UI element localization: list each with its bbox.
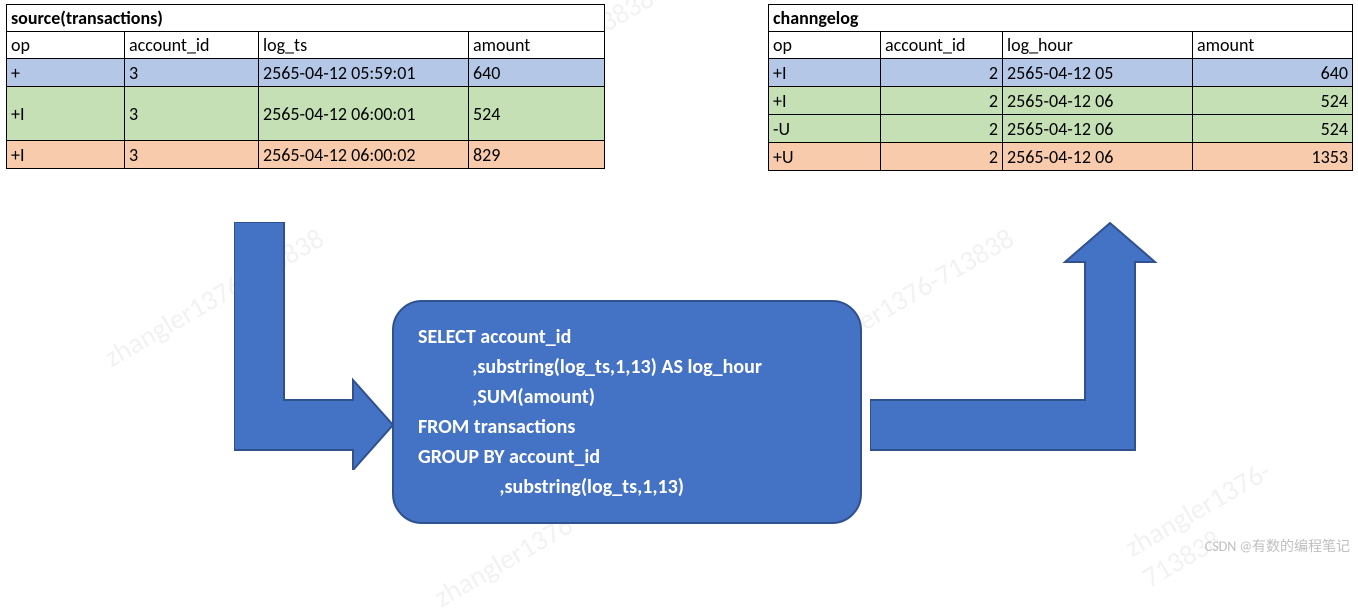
- column-header: log_ts: [259, 32, 469, 59]
- column-header: op: [769, 32, 881, 59]
- table-cell: +U: [769, 143, 881, 171]
- column-header: account_id: [881, 32, 1003, 59]
- flow-arrow-left: [234, 222, 394, 470]
- table-cell: 2565-04-12 06:00:02: [259, 141, 469, 169]
- column-header: amount: [469, 32, 605, 59]
- table-cell: +I: [7, 87, 125, 141]
- table-cell: 2: [881, 59, 1003, 87]
- column-header: account_id: [125, 32, 259, 59]
- table-cell: 2: [881, 115, 1003, 143]
- table-cell: +I: [769, 59, 881, 87]
- table-cell: -U: [769, 115, 881, 143]
- table-cell: 2565-04-12 05: [1003, 59, 1193, 87]
- table-cell: 524: [469, 87, 605, 141]
- table-cell: 3: [125, 59, 259, 87]
- table-cell: 524: [1193, 115, 1353, 143]
- table-row: +I32565-04-12 06:00:01524: [7, 87, 605, 141]
- table-cell: 524: [1193, 87, 1353, 115]
- column-header: log_hour: [1003, 32, 1193, 59]
- changelog-table: channgelogopaccount_idlog_houramount+I22…: [768, 4, 1353, 171]
- table-row: +I22565-04-12 06524: [769, 87, 1353, 115]
- table-cell: +: [7, 59, 125, 87]
- table-cell: +I: [769, 87, 881, 115]
- credit-text: CSDN @有数的编程笔记: [1205, 536, 1350, 556]
- table-row: +I32565-04-12 06:00:02829: [7, 141, 605, 169]
- table-cell: 2: [881, 87, 1003, 115]
- table-cell: +I: [7, 141, 125, 169]
- table-row: +32565-04-12 05:59:01640: [7, 59, 605, 87]
- table-title: channgelog: [769, 5, 1353, 32]
- table-cell: 640: [469, 59, 605, 87]
- table-cell: 3: [125, 87, 259, 141]
- table-cell: 2565-04-12 06:00:01: [259, 87, 469, 141]
- source-table: source(transactions)opaccount_idlog_tsam…: [6, 4, 605, 169]
- table-cell: 2565-04-12 06: [1003, 143, 1193, 171]
- table-cell: 2: [881, 143, 1003, 171]
- table-cell: 2565-04-12 06: [1003, 87, 1193, 115]
- column-header: op: [7, 32, 125, 59]
- flow-arrow-right: [870, 222, 1170, 470]
- table-cell: 2565-04-12 05:59:01: [259, 59, 469, 87]
- table-cell: 2565-04-12 06: [1003, 115, 1193, 143]
- sql-query-box: SELECT account_id ,substring(log_ts,1,13…: [392, 300, 862, 524]
- table-row: -U22565-04-12 06524: [769, 115, 1353, 143]
- table-cell: 640: [1193, 59, 1353, 87]
- table-row: +U22565-04-12 061353: [769, 143, 1353, 171]
- table-cell: 3: [125, 141, 259, 169]
- table-cell: 829: [469, 141, 605, 169]
- column-header: amount: [1193, 32, 1353, 59]
- table-cell: 1353: [1193, 143, 1353, 171]
- table-row: +I22565-04-12 05640: [769, 59, 1353, 87]
- table-title: source(transactions): [7, 5, 605, 32]
